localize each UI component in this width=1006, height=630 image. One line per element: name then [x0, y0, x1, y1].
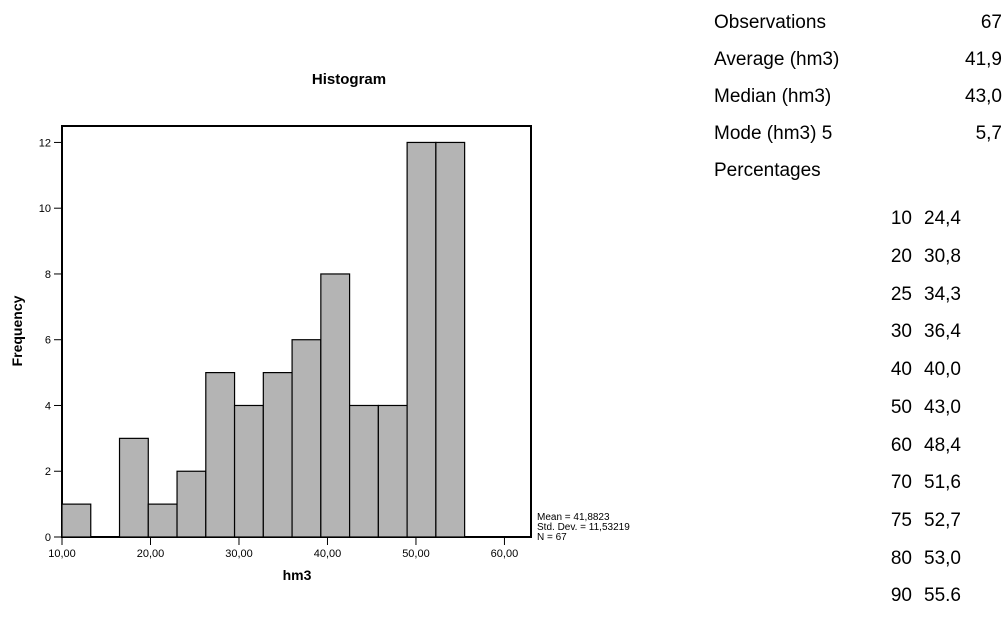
y-tick-label: 6 [45, 335, 51, 347]
x-tick-label: 20,00 [137, 548, 165, 560]
percentage-key: 60 [890, 435, 912, 456]
x-tick-label: 60,00 [491, 548, 519, 560]
y-axis: 0 2 4 6 8 10 12 [39, 137, 62, 544]
x-tick-label: 10,00 [48, 548, 76, 560]
percentage-key: 25 [890, 284, 912, 305]
percentage-key: 30 [890, 321, 912, 342]
x-tick-label: 40,00 [314, 548, 342, 560]
percentage-key: 50 [890, 397, 912, 418]
percentage-value: 55.6 [924, 585, 961, 606]
percentage-value: 24,4 [924, 208, 961, 229]
stat-label: Average (hm3) [714, 49, 840, 70]
stat-value: 43,0 [965, 86, 1002, 107]
percentage-row: 75 52,7 [882, 507, 992, 535]
percentage-row: 90 55.6 [882, 582, 992, 610]
histogram-bar [348, 404, 379, 538]
histogram-bar [147, 503, 178, 538]
percentage-row: 70 51,6 [882, 469, 992, 497]
percentage-row: 10 24,4 [882, 205, 992, 233]
percentage-key: 80 [890, 548, 912, 569]
percentage-value: 43,0 [924, 397, 961, 418]
histogram-bar [377, 404, 408, 538]
histogram-bar [118, 437, 149, 538]
stat-value: 41,9 [965, 49, 1002, 70]
chart-title: Histogram [312, 71, 386, 88]
stat-label: Median (hm3) [714, 86, 832, 107]
x-tick-label: 50,00 [402, 548, 430, 560]
histogram-bar [320, 273, 351, 538]
histogram-bar [176, 470, 207, 538]
percentage-key: 75 [890, 510, 912, 531]
percentage-row: 80 53,0 [882, 545, 992, 573]
bars-group [61, 141, 466, 538]
x-axis: 10,00 20,00 30,00 40,00 50,00 60,00 [48, 537, 518, 560]
x-axis-label: hm3 [283, 567, 312, 583]
percentage-value: 36,4 [924, 321, 961, 342]
percentage-key: 20 [890, 246, 912, 267]
histogram-bar [406, 141, 437, 538]
y-tick-label: 2 [45, 466, 51, 478]
percentage-row: 30 36,4 [882, 318, 992, 346]
percentage-row: 20 30,8 [882, 243, 992, 271]
x-tick-label: 30,00 [225, 548, 253, 560]
percentage-row: 60 48,4 [882, 432, 992, 460]
y-tick-label: 8 [45, 269, 51, 281]
y-tick-label: 0 [45, 532, 51, 544]
percentage-value: 51,6 [924, 472, 961, 493]
percentage-value: 52,7 [924, 510, 961, 531]
stat-label: Observations [714, 12, 826, 33]
histogram-bar [291, 339, 322, 538]
histogram-bar [262, 372, 293, 538]
y-axis-label: Frequency [9, 295, 25, 366]
percentage-key: 90 [890, 585, 912, 606]
annotation-line: Mean = 41,8823 [537, 512, 610, 523]
y-tick-label: 12 [39, 137, 51, 149]
y-tick-label: 4 [45, 400, 51, 412]
stat-value: 67 [980, 12, 1002, 33]
percentage-value: 53,0 [924, 548, 961, 569]
histogram-bar [233, 404, 264, 538]
y-tick-label: 10 [39, 203, 51, 215]
histogram-chart: Histogram 0 2 4 6 8 10 12 10,00 20,00 30,00 40,00… [9, 71, 630, 583]
histogram-bar [61, 503, 92, 538]
percentage-value: 30,8 [924, 246, 961, 267]
stat-label: Mode (hm3) 5 [714, 123, 833, 144]
annotation-line: Std. Dev. = 11,53219 [537, 522, 630, 533]
percentage-key: 10 [890, 208, 912, 229]
percentage-key: 40 [890, 359, 912, 380]
histogram-bar [205, 372, 236, 538]
percentage-row: 50 43,0 [882, 394, 992, 422]
percentage-key: 70 [890, 472, 912, 493]
stat-value: 5,7 [975, 123, 1002, 144]
percentage-value: 48,4 [924, 435, 961, 456]
histogram-bar [435, 141, 466, 538]
percentage-value: 34,3 [924, 284, 961, 305]
percentage-row: 25 34,3 [882, 281, 992, 309]
annotation-line: N = 67 [537, 532, 567, 543]
percentage-value: 40,0 [924, 359, 961, 380]
stat-label: Percentages [714, 160, 821, 181]
percentage-row: 40 40,0 [882, 356, 992, 384]
